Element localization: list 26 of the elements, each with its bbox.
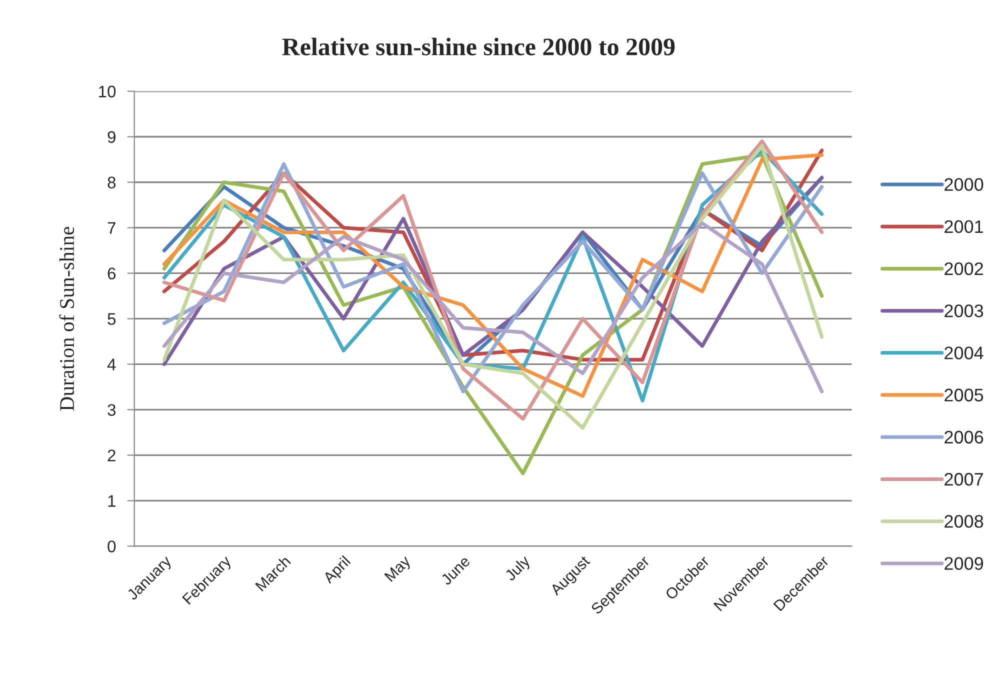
- legend-label: 2009: [944, 557, 984, 570]
- legend-label: 2001: [944, 220, 983, 234]
- line-series: [162, 221, 824, 394]
- y-tick-label: 8: [108, 176, 116, 188]
- legend-label: 2005: [944, 388, 984, 402]
- y-tick-label: 0: [108, 540, 116, 552]
- legend-label: 2000: [944, 178, 984, 191]
- y-tick-label: 7: [108, 222, 116, 234]
- y-tick-label: 10: [99, 86, 116, 98]
- legend-label: 2006: [944, 430, 984, 444]
- y-tick-label: 6: [108, 268, 116, 280]
- y-axis-title: Duration of Sun-shine: [59, 226, 74, 411]
- chart-title: Relative sun-shine since 2000 to 2009: [282, 38, 675, 56]
- legend-label: 2003: [944, 304, 984, 318]
- x-tick-label: May: [384, 554, 414, 584]
- legend-label: 2004: [944, 346, 984, 360]
- y-tick-label: 2: [108, 450, 116, 462]
- legend-label: 2007: [944, 472, 983, 486]
- y-tick-label: 4: [107, 358, 116, 370]
- x-tick-label: July: [504, 554, 533, 584]
- legend-label: 2008: [944, 515, 984, 528]
- y-tick-label: 1: [108, 495, 116, 507]
- legend-label: 2002: [944, 262, 983, 276]
- y-tick-label: 9: [108, 131, 116, 143]
- y-tick-label: 3: [108, 404, 116, 416]
- y-tick-label: 5: [108, 313, 116, 325]
